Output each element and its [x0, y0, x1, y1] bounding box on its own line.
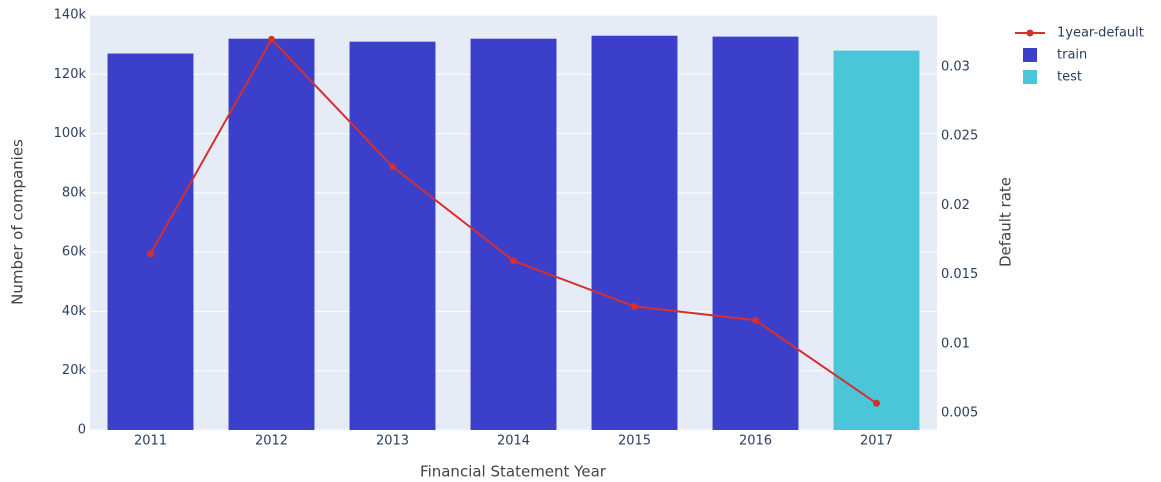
bar — [349, 41, 436, 431]
bar — [107, 53, 194, 431]
x-tick-label: 2016 — [739, 434, 772, 449]
x-tick-label: 2012 — [255, 434, 288, 449]
legend-label: 1year-default — [1057, 26, 1144, 41]
bar — [470, 38, 557, 430]
marker — [268, 35, 275, 43]
y2-tick-label: 0.015 — [941, 267, 978, 282]
x-tick-label: 2017 — [860, 434, 893, 449]
y-tick-label: 0 — [78, 423, 86, 438]
legend-label: test — [1057, 70, 1082, 85]
y-tick-label: 40k — [62, 304, 87, 319]
x-tick-label: 2014 — [497, 434, 530, 449]
marker — [873, 399, 880, 407]
x-tick-label: 2015 — [618, 434, 651, 449]
legend-marker — [1026, 29, 1034, 37]
legend-swatch — [1023, 70, 1037, 84]
legend-label: train — [1057, 48, 1087, 63]
y2-tick-label: 0.03 — [941, 60, 970, 75]
y2-tick-label: 0.02 — [941, 198, 970, 213]
bar — [712, 36, 799, 431]
bar — [833, 50, 920, 430]
x-tick-label: 2011 — [134, 434, 167, 449]
y-tick-label: 80k — [62, 185, 87, 200]
bar — [228, 38, 315, 430]
y-tick-label: 100k — [54, 126, 87, 141]
y2-tick-label: 0.01 — [941, 336, 970, 351]
y-axis-title: Number of companies — [9, 139, 27, 305]
y-tick-label: 120k — [54, 67, 87, 82]
marker — [389, 163, 396, 171]
y-tick-label: 20k — [62, 363, 87, 378]
marker — [752, 316, 759, 324]
marker — [147, 250, 154, 258]
marker — [631, 302, 638, 310]
y-tick-label: 140k — [54, 8, 87, 23]
legend-swatch — [1023, 48, 1037, 62]
y2-tick-label: 0.005 — [941, 405, 978, 420]
y-tick-label: 60k — [62, 245, 87, 260]
x-axis-title: Financial Statement Year — [420, 463, 607, 481]
y2-axis-title: Default rate — [997, 177, 1015, 267]
bar — [591, 35, 678, 430]
marker — [510, 257, 517, 265]
x-tick-label: 2013 — [376, 434, 409, 449]
y2-tick-label: 0.025 — [941, 129, 978, 144]
